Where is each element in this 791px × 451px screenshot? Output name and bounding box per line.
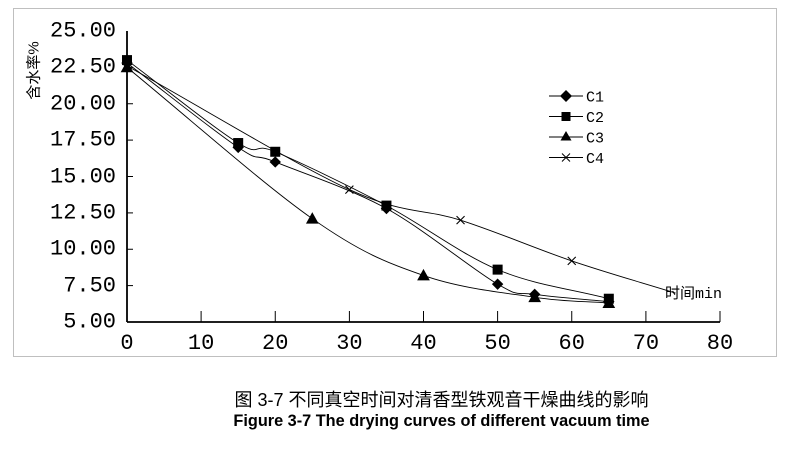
svg-text:C3: C3 xyxy=(586,131,604,148)
svg-text:C1: C1 xyxy=(586,90,604,107)
svg-text:C2: C2 xyxy=(586,110,604,127)
svg-text:C4: C4 xyxy=(586,151,604,168)
